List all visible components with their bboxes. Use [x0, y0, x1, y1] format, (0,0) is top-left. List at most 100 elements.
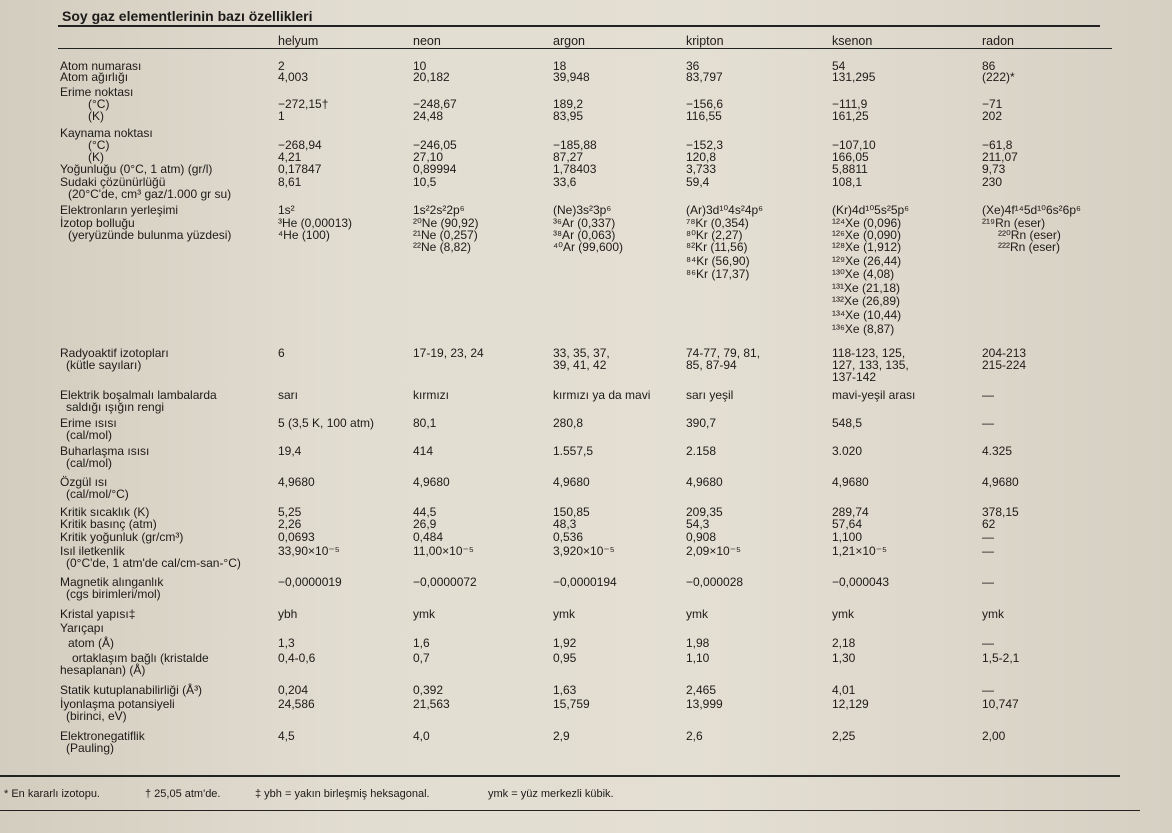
cell-argon: 18 [553, 59, 567, 73]
cell-ksenon: 54 [832, 59, 846, 73]
cell-argon: 39, 41, 42 [553, 358, 607, 372]
cell-ksenon: −111,9 [832, 97, 868, 111]
cell-neon: 414 [413, 444, 434, 458]
cell-kripton: 116,55 [686, 109, 722, 123]
row-label: (K) [88, 150, 104, 164]
cell-kripton: 209,35 [686, 505, 723, 519]
cell-helyum: ⁴He (100) [278, 228, 330, 242]
cell-ksenon: ymk [832, 607, 854, 621]
cell-ksenon: (Kr)4d¹⁰5s²5p⁶ [832, 203, 910, 217]
cell-helyum: −272,15† [278, 97, 329, 111]
row-label: (cal/mol) [66, 428, 113, 442]
column-header-ksenon: ksenon [832, 34, 873, 48]
row-label: (Pauling) [66, 741, 115, 755]
cell-argon: 280,8 [553, 416, 584, 430]
row-label: (°C) [88, 97, 110, 111]
cell-kripton: 0,908 [686, 530, 717, 544]
cell-ksenon: 1,30 [832, 651, 856, 665]
cell-argon: 2,9 [553, 729, 570, 743]
row-label: Isıl iletkenlik [60, 544, 125, 558]
cell-ksenon: ¹²⁴Xe (0,096) [832, 216, 902, 230]
page-bottom-rule [0, 810, 1140, 811]
column-header-kripton: kripton [686, 34, 724, 48]
cell-helyum: −0,0000019 [278, 575, 342, 589]
cell-radon: 230 [982, 175, 1003, 189]
row-label: Kritik basınç (atm) [60, 517, 157, 531]
cell-argon: 48,3 [553, 517, 577, 531]
cell-neon: 27,10 [413, 150, 444, 164]
row-label: Yarıçapı [60, 621, 104, 635]
cell-neon: 1,6 [413, 636, 430, 650]
row-label: Sudaki çözünürlüğü [60, 175, 166, 189]
cell-radon: 202 [982, 109, 1003, 123]
cell-neon: kırmızı [413, 388, 449, 402]
cell-helyum: 1 [278, 109, 285, 123]
cell-radon: 86 [982, 59, 996, 73]
cell-kripton: 83,797 [686, 70, 723, 84]
cell-ksenon: 3.020 [832, 444, 863, 458]
cell-neon: −246,05 [413, 138, 457, 152]
cell-neon: 17-19, 23, 24 [413, 346, 484, 360]
row-label: Atom numarası [60, 59, 142, 73]
cell-helyum: 2,26 [278, 517, 302, 531]
cell-ksenon: 137-142 [832, 370, 877, 384]
row-label: saldığı ışığın rengi [66, 400, 165, 414]
cell-kripton: ⁷⁸Kr (0,354) [686, 216, 749, 230]
cell-kripton: 85, 87-94 [686, 358, 737, 372]
cell-radon: −71 [982, 97, 1003, 111]
cell-helyum: 4,003 [278, 70, 309, 84]
cell-radon: (222)* [982, 70, 1015, 84]
cell-radon: — [982, 388, 994, 402]
cell-ksenon: 289,74 [832, 505, 869, 519]
row-label: ortaklaşım bağlı (kristalde [72, 651, 209, 665]
cell-kripton: ⁸²Kr (11,56) [686, 240, 748, 254]
cell-neon: 20,182 [413, 70, 450, 84]
cell-ksenon: 4,9680 [832, 475, 869, 489]
cell-kripton: 3,733 [686, 162, 717, 176]
cell-radon: 4.325 [982, 444, 1013, 458]
cell-neon: 4,9680 [413, 475, 450, 489]
cell-ksenon: 118-123, 125, [832, 346, 906, 360]
cell-argon: 83,95 [553, 109, 584, 123]
cell-radon: 4,9680 [982, 475, 1019, 489]
row-label: Radyoaktif izotopları [60, 346, 169, 360]
row-label: Buharlaşma ısısı [60, 444, 150, 458]
cell-ksenon: ¹²⁶Xe (0,090) [832, 228, 901, 242]
cell-helyum: 4,5 [278, 729, 295, 743]
row-label: İzotop bolluğu [60, 216, 135, 230]
cell-argon: −185,88 [553, 138, 597, 152]
cell-kripton: ⁸⁴Kr (56,90) [686, 254, 750, 268]
cell-argon: 87,27 [553, 150, 584, 164]
title-rule [58, 25, 1100, 27]
cell-radon: — [982, 544, 994, 558]
cell-argon: 33,6 [553, 175, 577, 189]
cell-argon: ³⁶Ar (0,337) [553, 216, 616, 230]
cell-kripton: 2,6 [686, 729, 703, 743]
cell-neon: 24,48 [413, 109, 444, 123]
row-label: hesaplanan) (Å) [60, 663, 146, 677]
cell-kripton: 120,8 [686, 150, 717, 164]
cell-radon: (Xe)4f¹⁴5d¹⁰6s²6p⁶ [982, 203, 1081, 217]
cell-ksenon: ¹³²Xe (26,89) [832, 294, 901, 308]
cell-radon: 9,73 [982, 162, 1006, 176]
cell-kripton: 390,7 [686, 416, 717, 430]
cell-neon: 26,9 [413, 517, 437, 531]
cell-helyum: 8,61 [278, 175, 302, 189]
cell-ksenon: −0,000043 [832, 575, 890, 589]
row-label: (cal/mol/°C) [66, 487, 129, 501]
cell-helyum: 19,4 [278, 444, 302, 458]
cell-ksenon: 131,295 [832, 70, 876, 84]
cell-radon: 204-213 [982, 346, 1027, 360]
cell-helyum: 4,9680 [278, 475, 315, 489]
cell-kripton: ymk [686, 607, 708, 621]
cell-neon: 1s²2s²2p⁶ [413, 203, 465, 217]
cell-helyum: 24,586 [278, 697, 315, 711]
row-label: Yoğunluğu (0°C, 1 atm) (gr/l) [60, 162, 213, 176]
cell-ksenon: ¹³¹Xe (21,18) [832, 281, 901, 295]
cell-argon: 0,536 [553, 530, 584, 544]
cell-kripton: 1,98 [686, 636, 710, 650]
column-header-helyum: helyum [278, 34, 319, 48]
cell-neon: 0,89994 [413, 162, 457, 176]
cell-argon: 3,920×10⁻⁵ [553, 544, 615, 558]
